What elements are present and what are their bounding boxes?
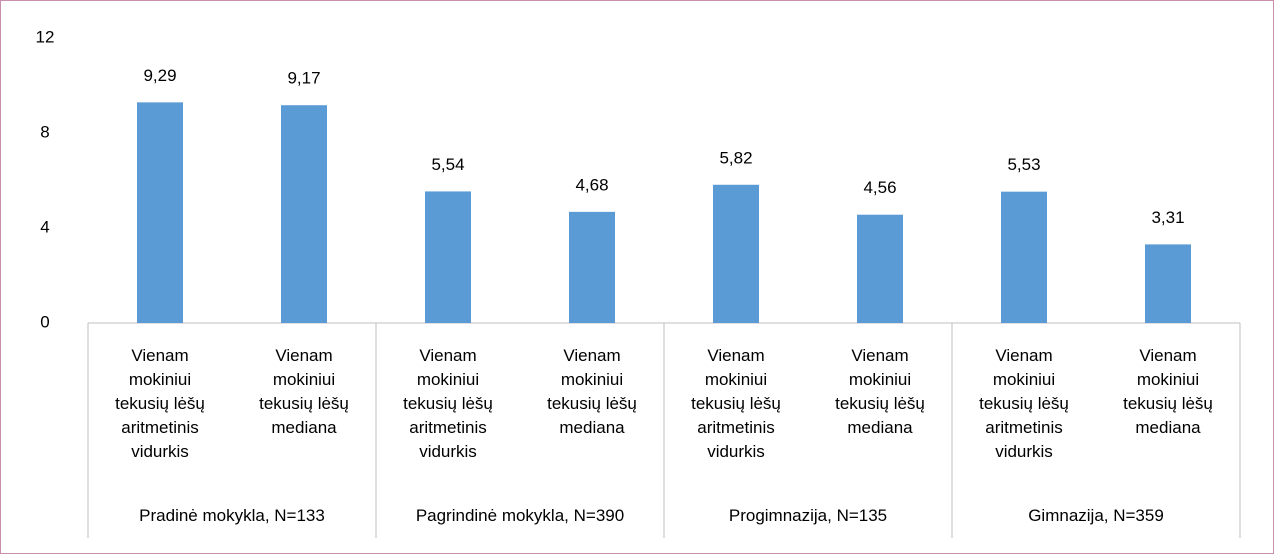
- bar: [857, 214, 903, 323]
- y-tick-label: 12: [36, 27, 55, 46]
- data-label: 9,17: [287, 69, 320, 88]
- x-tick-label: Vienam mokiniui tekusių lėšų mediana: [835, 346, 925, 437]
- x-tick-label: Vienam mokiniui tekusių lėšų mediana: [547, 346, 637, 437]
- bar: [1001, 191, 1047, 323]
- bar: [425, 191, 471, 323]
- data-label: 4,68: [575, 175, 608, 194]
- bar: [137, 102, 183, 323]
- group-label: Progimnazija, N=135: [728, 506, 888, 525]
- data-label: 3,31: [1151, 208, 1184, 227]
- bar: [569, 211, 615, 323]
- x-tick-label: Vienam mokiniui tekusių lėšų aritmetinis…: [691, 346, 781, 461]
- group-label: Pradinė mokykla, N=133: [139, 506, 325, 525]
- x-tick-label: Vienam mokiniui tekusių lėšų mediana: [1123, 346, 1213, 437]
- y-tick-label: 8: [40, 122, 49, 141]
- group-label: Pagrindinė mokykla, N=390: [415, 506, 625, 525]
- data-label: 5,54: [431, 155, 464, 174]
- x-tick-label: Vienam mokiniui tekusių lėšų aritmetinis…: [403, 346, 493, 461]
- data-label: 5,82: [719, 148, 752, 167]
- x-tick-label: Vienam mokiniui tekusių lėšų mediana: [259, 346, 349, 437]
- y-tick-label: 0: [40, 312, 49, 331]
- data-label: 4,56: [863, 178, 896, 197]
- group-label: Gimnazija, N=359: [1028, 506, 1164, 525]
- data-label: 5,53: [1007, 155, 1040, 174]
- x-tick-label: Vienam mokiniui tekusių lėšų aritmetinis…: [979, 346, 1069, 461]
- y-tick-label: 4: [40, 217, 49, 236]
- bar: [281, 105, 327, 324]
- x-tick-label: Vienam mokiniui tekusių lėšų aritmetinis…: [115, 346, 205, 461]
- bar: [713, 184, 759, 323]
- data-label: 9,29: [143, 66, 176, 85]
- bar: [1145, 244, 1191, 323]
